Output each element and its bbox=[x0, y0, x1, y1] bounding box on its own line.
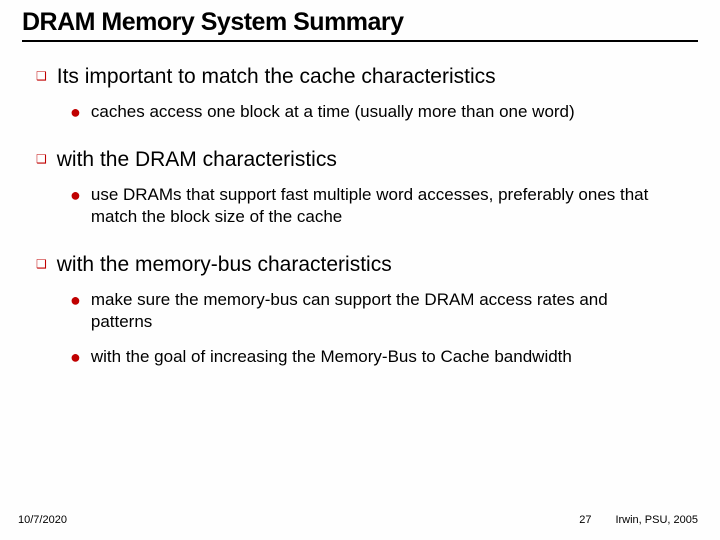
footer-right: 27 Irwin, PSU, 2005 bbox=[579, 514, 698, 526]
sub-bullet-text: with the goal of increasing the Memory-B… bbox=[91, 346, 572, 368]
sub-bullet-text: make sure the memory-bus can support the… bbox=[91, 289, 651, 333]
bullet-group: ❑ with the DRAM characteristics ● use DR… bbox=[36, 147, 698, 228]
footer-date: 10/7/2020 bbox=[18, 514, 67, 526]
bullet-level2: ● with the goal of increasing the Memory… bbox=[70, 346, 698, 368]
bullet-level1: ❑ with the memory-bus characteristics bbox=[36, 252, 698, 277]
slide-title: DRAM Memory System Summary bbox=[22, 8, 698, 42]
bullet-text: Its important to match the cache charact… bbox=[57, 64, 496, 89]
bullet-level1: ❑ with the DRAM characteristics bbox=[36, 147, 698, 172]
bullet-level2: ● use DRAMs that support fast multiple w… bbox=[70, 184, 698, 228]
bullet-level2: ● make sure the memory-bus can support t… bbox=[70, 289, 698, 333]
bullet-level2: ● caches access one block at a time (usu… bbox=[70, 101, 698, 123]
bullet-text: with the memory-bus characteristics bbox=[57, 252, 392, 277]
bullet-level1: ❑ Its important to match the cache chara… bbox=[36, 64, 698, 89]
dot-bullet-icon: ● bbox=[70, 186, 81, 204]
slide-content: ❑ Its important to match the cache chara… bbox=[22, 64, 698, 368]
bullet-group: ❑ Its important to match the cache chara… bbox=[36, 64, 698, 123]
sub-bullet-text: use DRAMs that support fast multiple wor… bbox=[91, 184, 651, 228]
square-bullet-icon: ❑ bbox=[36, 69, 47, 83]
square-bullet-icon: ❑ bbox=[36, 152, 47, 166]
sub-bullet-text: caches access one block at a time (usual… bbox=[91, 101, 575, 123]
square-bullet-icon: ❑ bbox=[36, 257, 47, 271]
footer-page-number: 27 bbox=[579, 514, 591, 526]
dot-bullet-icon: ● bbox=[70, 103, 81, 121]
dot-bullet-icon: ● bbox=[70, 291, 81, 309]
bullet-group: ❑ with the memory-bus characteristics ● … bbox=[36, 252, 698, 368]
slide-footer: 10/7/2020 27 Irwin, PSU, 2005 bbox=[18, 514, 698, 526]
footer-attribution: Irwin, PSU, 2005 bbox=[615, 514, 698, 526]
slide: DRAM Memory System Summary ❑ Its importa… bbox=[0, 0, 720, 540]
dot-bullet-icon: ● bbox=[70, 348, 81, 366]
bullet-text: with the DRAM characteristics bbox=[57, 147, 337, 172]
